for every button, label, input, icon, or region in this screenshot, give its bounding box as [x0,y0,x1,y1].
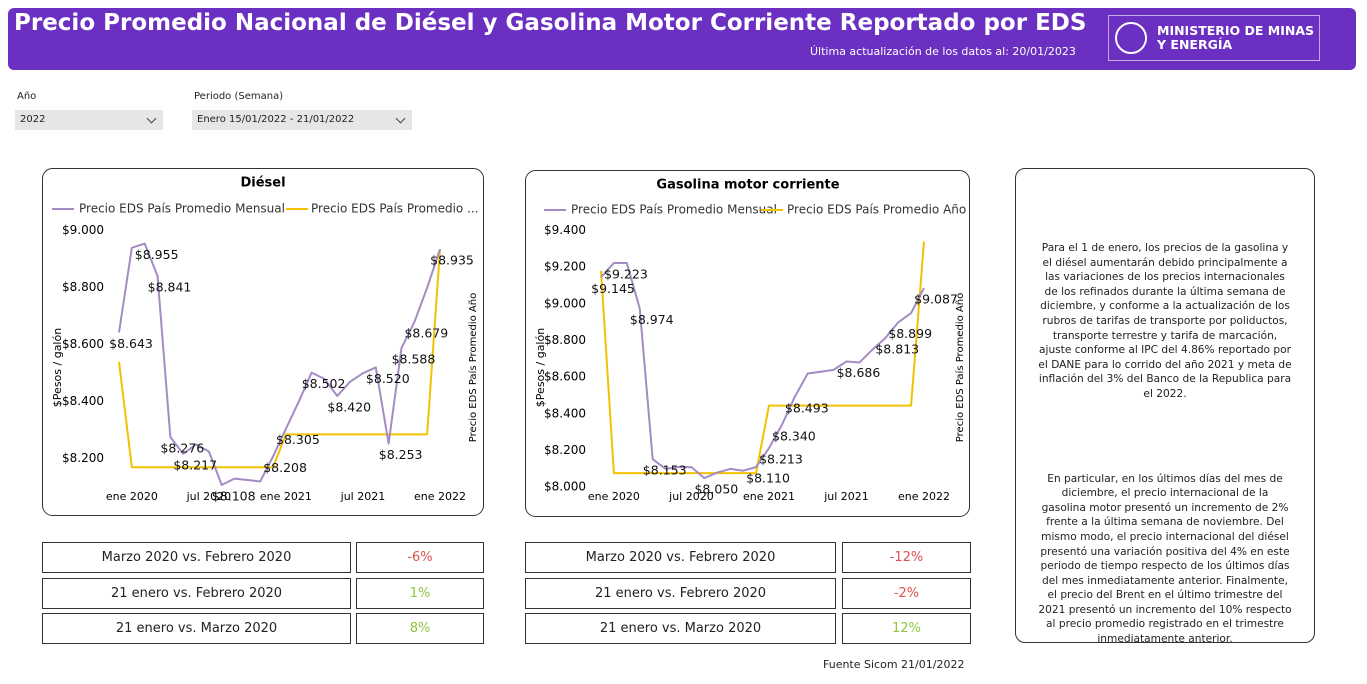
logo-line: Y ENERGÍA [1157,37,1233,52]
x-tick-label: jul 2020 [668,490,714,503]
y-tick-label: $8.600 [62,337,104,351]
comparison-value: 12% [842,613,971,644]
comparison-value: 8% [356,613,484,644]
y-tick-label: $9.000 [62,223,104,237]
data-label: $9.223 [604,266,648,281]
data-label: $8.502 [302,376,346,391]
data-label: $8.340 [772,428,816,443]
y-axis-label: $Pesos / galón [51,328,64,407]
y-tick-label: $9.400 [544,223,586,237]
y-axis-label: $Pesos / galón [534,328,547,407]
x-tick-label: jul 2021 [823,490,869,503]
x-tick-label: ene 2021 [743,490,795,503]
logo-text: MINISTERIO DE MINAS Y ENERGÍA [1157,24,1314,52]
filter-label: Año [17,91,37,102]
update-date: Última actualización de los datos al: 20… [810,45,1076,58]
comparison-label: Marzo 2020 vs. Febrero 2020 [42,542,351,573]
data-label: $9.145 [591,281,635,296]
x-tick-label: ene 2022 [414,490,466,503]
comparison-label: 21 enero vs. Marzo 2020 [525,613,836,644]
x-tick-label: ene 2020 [588,490,640,503]
logo-line: MINISTERIO DE MINAS [1157,23,1315,38]
data-label: $8.935 [430,253,474,268]
data-label: $8.588 [392,352,436,367]
data-label: $8.520 [366,371,410,386]
data-label: $8.253 [379,447,423,462]
note: Para el 1 de enero, los precios de la ga… [1038,242,1292,400]
data-label: $8.276 [160,441,204,456]
logo: MINISTERIO DE MINAS Y ENERGÍA [1108,15,1320,61]
y2-axis-label: Precio EDS País Promedio Año [467,293,479,442]
y-tick-label: $8.800 [544,333,586,347]
data-label: $8.841 [148,280,192,295]
comparison-label: Marzo 2020 vs. Febrero 2020 [525,542,836,573]
series-line [600,261,925,480]
data-label: $8.955 [135,247,179,262]
x-tick-label: ene 2020 [106,490,158,503]
data-label: $8.974 [630,312,674,327]
y-tick-label: $8.600 [544,370,586,384]
data-label: $8.305 [276,432,320,447]
chart-frame [42,168,484,516]
y-tick-label: $8.400 [62,394,104,408]
data-label: $8.493 [785,400,829,415]
data-label: $8.050 [694,482,738,497]
comparison-value: -2% [842,578,971,609]
x-tick-label: jul 2021 [340,490,386,503]
y-tick-label: $8.200 [544,443,586,457]
y-tick-label: $8.000 [544,480,586,494]
x-tick-label: ene 2022 [898,490,950,503]
filter-label: Periodo (Semana) [194,91,284,102]
data-label: $8.153 [643,463,687,478]
data-label: $8.686 [837,365,881,380]
legend-label: Precio EDS País Promedio Año [787,203,966,217]
dropdown[interactable]: Enero 15/01/2022 - 21/01/2022 [192,110,412,130]
y2-axis-label: Precio EDS País Promedio Año [954,293,966,442]
comparison-label: 21 enero vs. Febrero 2020 [42,578,351,609]
notes-box: Para el 1 de enero, los precios de la ga… [1015,168,1315,645]
chart-frame [525,170,970,517]
y-tick-label: $8.400 [544,406,586,420]
comparison-value: -12% [842,542,971,573]
legend-label: Precio EDS País Promedio Mensual [571,203,777,217]
data-label: $8.643 [109,336,153,351]
y-tick-label: $8.200 [62,451,104,465]
y-tick-label: $8.800 [62,280,104,294]
y-tick-label: $9.000 [544,296,586,310]
data-label: $8.813 [875,342,919,357]
data-label: $8.420 [327,399,371,414]
source: Fuente Sicom 21/01/2022 [823,658,965,671]
data-label: $8.899 [888,326,932,341]
data-label: $8.679 [404,326,448,341]
dropdown[interactable]: 2022 [15,110,163,130]
data-label: $8.108 [212,488,256,503]
comparison-label: 21 enero vs. Marzo 2020 [42,613,351,644]
x-tick-label: jul 2020 [186,490,232,503]
series-line [600,241,925,475]
data-label: $8.213 [759,452,803,467]
data-label: $8.110 [746,471,790,486]
data-label: $9.087 [914,291,958,306]
data-label: $8.217 [173,457,217,472]
series-line [118,242,441,486]
chart-title: Diésel [240,176,285,191]
comparison-value: 1% [356,578,484,609]
comparison-label: 21 enero vs. Febrero 2020 [525,578,836,609]
data-label: $8.208 [263,460,307,475]
legend-label: Precio EDS País Promedio ... [311,202,479,216]
comparison-value: -6% [356,542,484,573]
legend-label: Precio EDS País Promedio Mensual [79,202,285,216]
y-tick-label: $9.200 [544,260,586,274]
emblem [1115,22,1147,54]
x-tick-label: ene 2021 [260,490,312,503]
note: En particular, en los últimos días del m… [1038,472,1292,646]
chart-title: Gasolina motor corriente [656,178,839,193]
page-title: Precio Promedio Nacional de Diésel y Gas… [14,10,1087,36]
